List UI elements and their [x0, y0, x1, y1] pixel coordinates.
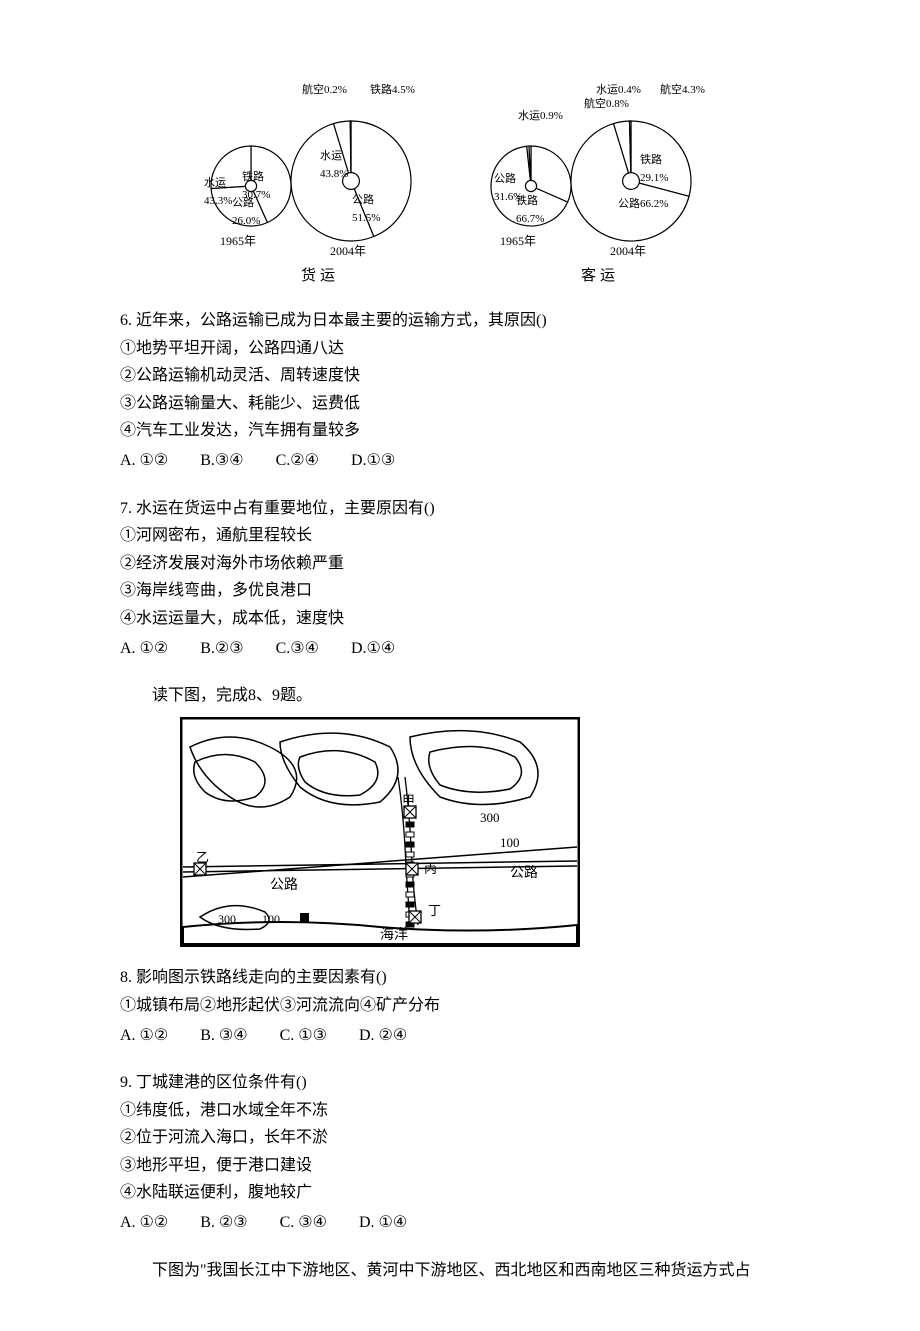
pie-slice-label: 公路66.2%: [618, 196, 668, 214]
freight-caption: 货运: [301, 264, 339, 288]
pie-slice-label: 铁路66.7%: [516, 193, 544, 228]
q8-stem: 8. 影响图示铁路线走向的主要因素有(): [120, 965, 800, 991]
q7-line-4: ④水运运量大，成本低，速度快: [120, 606, 800, 632]
svg-text:乙: 乙: [196, 850, 209, 865]
intro-89: 读下图，完成8、9题。: [120, 683, 800, 709]
footer-line: 下图为"我国长江中下游地区、黄河中下游地区、西北地区和西南地区三种货运方式占: [120, 1258, 800, 1284]
q9-opt-a: A. ①②: [120, 1210, 168, 1236]
svg-text:丁: 丁: [428, 903, 441, 918]
svg-text:100: 100: [500, 835, 520, 850]
pie-slice-label: 水运43.8%: [320, 148, 348, 183]
q9-line-2: ②位于河流入海口，长年不淤: [120, 1125, 800, 1151]
q7-opt-b: B.②③: [200, 636, 243, 662]
question-7: 7. 水运在货运中占有重要地位，主要原因有() ①河网密布，通航里程较长 ②经济…: [120, 496, 800, 662]
q9-stem: 9. 丁城建港的区位条件有(): [120, 1070, 800, 1096]
q9-line-3: ③地形平坦，便于港口建设: [120, 1153, 800, 1179]
pie-slice-label: 公路51.5%: [352, 192, 380, 227]
pie-slice-label: 航空4.3%: [660, 82, 705, 100]
freight-chart-group: 航空0.2%铁路4.5%水运43.3%铁路30.7%公路26.0%水运43.8%…: [210, 100, 430, 288]
pie-charts-row: 航空0.2%铁路4.5%水运43.3%铁路30.7%公路26.0%水运43.8%…: [120, 100, 800, 288]
svg-text:丙: 丙: [424, 861, 437, 876]
freight-pies: 航空0.2%铁路4.5%水运43.3%铁路30.7%公路26.0%水运43.8%…: [210, 100, 430, 260]
passenger-caption: 客运: [581, 264, 619, 288]
question-6: 6. 近年来，公路运输已成为日本最主要的运输方式，其原因() ①地势平坦开阔，公…: [120, 308, 800, 474]
q8-opt-c: C. ①③: [280, 1023, 327, 1049]
question-9: 9. 丁城建港的区位条件有() ①纬度低，港口水域全年不冻 ②位于河流入海口，长…: [120, 1070, 800, 1236]
q6-opt-a: A. ①②: [120, 448, 168, 474]
year-label: 2004年: [330, 242, 366, 261]
q6-opt-b: B.③④: [200, 448, 243, 474]
year-label: 1965年: [220, 232, 256, 251]
pie-slice-label: 航空0.2%: [302, 82, 347, 100]
passenger-chart-group: 水运0.4%航空4.3%航空0.8%水运0.9%公路31.6%铁路66.7%铁路…: [490, 100, 710, 288]
q6-line-3: ③公路运输量大、耗能少、运费低: [120, 391, 800, 417]
svg-text:300: 300: [480, 810, 500, 825]
q7-line-1: ①河网密布，通航里程较长: [120, 523, 800, 549]
q7-line-2: ②经济发展对海外市场依赖严重: [120, 551, 800, 577]
q9-line-4: ④水陆联运便利，腹地较广: [120, 1180, 800, 1206]
q9-opt-d: D. ①④: [359, 1210, 407, 1236]
pie-slice-label: 水运0.9%: [518, 108, 563, 126]
q6-line-4: ④汽车工业发达，汽车拥有量较多: [120, 418, 800, 444]
svg-text:100: 100: [262, 912, 280, 926]
q6-opt-c: C.②④: [276, 448, 319, 474]
topographic-map: 甲乙丙丁300100300100公路公路海洋: [180, 717, 800, 956]
question-8: 8. 影响图示铁路线走向的主要因素有() ①城镇布局②地形起伏③河流流向④矿产分…: [120, 965, 800, 1048]
map-svg: 甲乙丙丁300100300100公路公路海洋: [180, 717, 580, 947]
svg-text:甲: 甲: [402, 793, 415, 808]
q8-options: A. ①② B. ③④ C. ①③ D. ②④: [120, 1023, 800, 1049]
q8-opt-d: D. ②④: [359, 1023, 407, 1049]
q7-opt-a: A. ①②: [120, 636, 168, 662]
q7-opt-c: C.③④: [276, 636, 319, 662]
q9-line-1: ①纬度低，港口水域全年不冻: [120, 1098, 800, 1124]
q6-line-1: ①地势平坦开阔，公路四通八达: [120, 336, 800, 362]
q6-line-2: ②公路运输机动灵活、周转速度快: [120, 363, 800, 389]
q7-line-3: ③海岸线弯曲，多优良港口: [120, 578, 800, 604]
q9-opt-b: B. ②③: [200, 1210, 247, 1236]
q9-opt-c: C. ③④: [280, 1210, 327, 1236]
pie-slice-label: 铁路4.5%: [370, 82, 415, 100]
pie-slice-label: 铁路29.1%: [640, 152, 668, 187]
q8-opt-a: A. ①②: [120, 1023, 168, 1049]
year-label: 1965年: [500, 232, 536, 251]
year-label: 2004年: [610, 242, 646, 261]
svg-text:300: 300: [218, 912, 236, 926]
passenger-pies: 水运0.4%航空4.3%航空0.8%水运0.9%公路31.6%铁路66.7%铁路…: [490, 100, 710, 260]
q9-options: A. ①② B. ②③ C. ③④ D. ①④: [120, 1210, 800, 1236]
pie-slice-label: 航空0.8%: [584, 96, 629, 114]
q6-options: A. ①② B.③④ C.②④ D.①③: [120, 448, 800, 474]
q7-opt-d: D.①④: [351, 636, 395, 662]
q8-sub: ①城镇布局②地形起伏③河流流向④矿产分布: [120, 993, 800, 1019]
svg-text:公路: 公路: [510, 865, 538, 881]
q7-stem: 7. 水运在货运中占有重要地位，主要原因有(): [120, 496, 800, 522]
svg-text:公路: 公路: [270, 877, 298, 893]
pie-slice-label: 公路26.0%: [232, 195, 260, 230]
pie-slice-label: 水运43.3%: [204, 175, 232, 210]
q6-opt-d: D.①③: [351, 448, 395, 474]
q8-opt-b: B. ③④: [200, 1023, 247, 1049]
q6-stem: 6. 近年来，公路运输已成为日本最主要的运输方式，其原因(): [120, 308, 800, 334]
svg-text:海洋: 海洋: [380, 927, 408, 943]
q7-options: A. ①② B.②③ C.③④ D.①④: [120, 636, 800, 662]
